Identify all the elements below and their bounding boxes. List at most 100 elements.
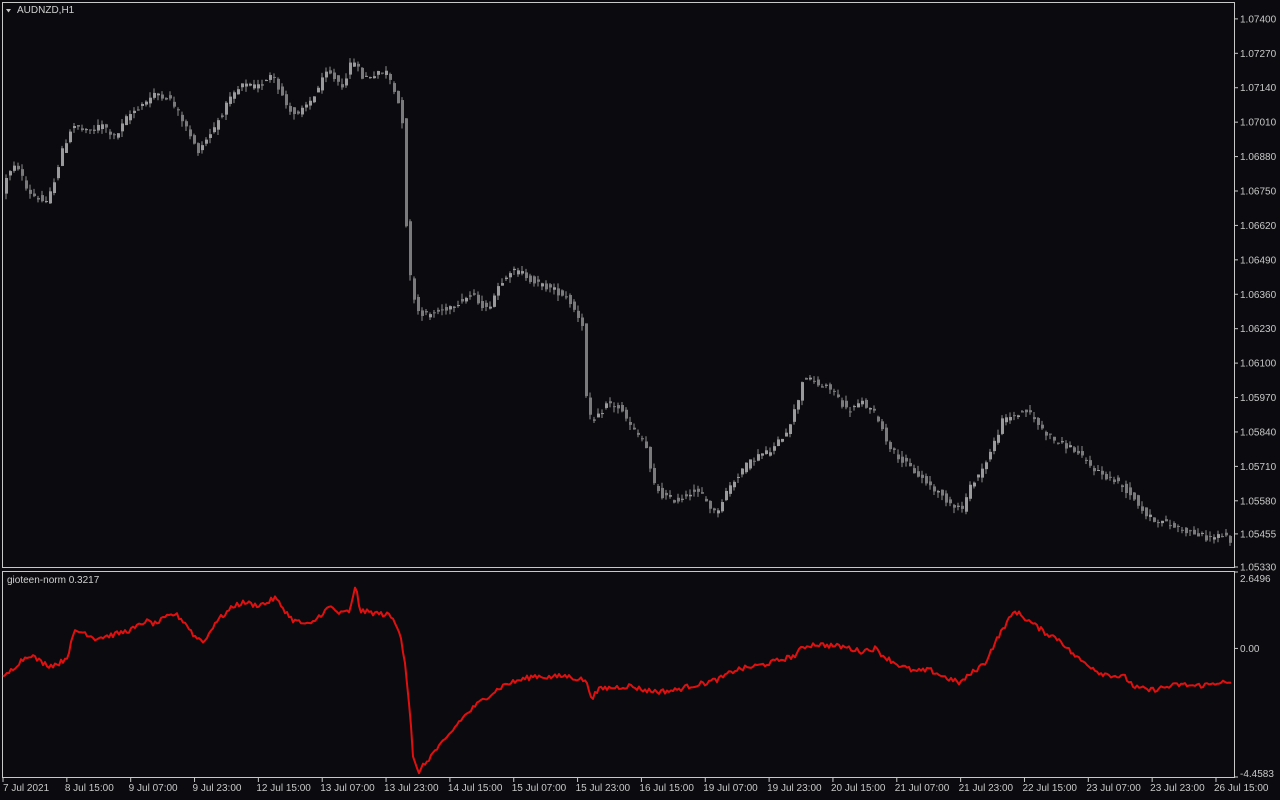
candle-body [1185, 527, 1188, 534]
price-tick-label: 1.05710 [1240, 462, 1277, 473]
candle-body [837, 394, 840, 397]
candle-body [777, 439, 780, 447]
candle-body [925, 476, 928, 484]
candle-body [821, 386, 824, 388]
candle-body [877, 416, 880, 422]
candle-body [881, 421, 884, 430]
candle-body [457, 305, 460, 307]
candle-body [657, 485, 660, 491]
candle-body [477, 294, 480, 304]
candle-body [17, 165, 20, 170]
candle-body [393, 83, 396, 92]
candle-body [729, 485, 732, 494]
candle-body [405, 118, 408, 227]
candle-body [1209, 536, 1212, 538]
candle-body [377, 71, 380, 75]
price-tick-label: 1.06360 [1240, 290, 1277, 301]
candle-body [1081, 451, 1084, 456]
candle-body [1005, 417, 1008, 423]
candle-body [973, 482, 976, 487]
candle-body [613, 406, 616, 408]
indicator-axis: 2.6496 0.00 -4.4583 [1234, 571, 1274, 780]
candle-body [325, 71, 328, 78]
candle-body [1145, 507, 1148, 517]
candle-body [41, 195, 44, 202]
candle-body [197, 143, 200, 154]
candle-body [357, 63, 360, 67]
candle-body [633, 427, 636, 430]
price-pane[interactable]: 1.07400 1.07270 1.07140 1.07010 1.06880 1.067… [2, 2, 1277, 574]
candle-body [413, 278, 416, 300]
price-tick-label: 1.06750 [1240, 187, 1277, 198]
candle-body [825, 384, 828, 386]
candle-body [53, 182, 56, 194]
candle-body [781, 438, 784, 442]
candle-body [961, 505, 964, 509]
indicator-pane[interactable]: 2.6496 0.00 -4.4583 gioteen-norm 0.3217 [2, 571, 1275, 781]
candle-body [149, 97, 152, 104]
candle-body [797, 400, 800, 410]
candle-body [537, 279, 540, 282]
candle-body [5, 177, 8, 194]
candle-body [593, 419, 596, 421]
time-tick-label: 21 Jul 23:00 [959, 783, 1014, 794]
candle-body [485, 302, 488, 307]
candle-body [733, 481, 736, 488]
candle-body [381, 72, 384, 74]
candle-body [769, 452, 772, 456]
candle-body [721, 502, 724, 512]
symbol-label: AUDNZD,H1 [17, 5, 75, 16]
candle-body [29, 189, 32, 194]
candle-body [301, 107, 304, 115]
candle-body [277, 78, 280, 90]
candle-body [1029, 410, 1032, 413]
candle-body [993, 440, 996, 452]
indicator-label: gioteen-norm 0.3217 [7, 575, 100, 586]
candle-body [585, 323, 588, 397]
time-axis: 7 Jul 2021 8 Jul 15:00 9 Jul 07:00 9 Jul 23… [2, 778, 1269, 794]
candle-body [801, 382, 804, 401]
candle-body [525, 272, 528, 279]
candle-body [509, 273, 512, 278]
candle-body [713, 508, 716, 511]
candle-body [305, 104, 308, 108]
candle-body [661, 487, 664, 499]
candle-body [577, 310, 580, 318]
candle-body [33, 193, 36, 197]
candle-body [201, 145, 204, 151]
candle-body [173, 101, 176, 107]
candle-body [125, 116, 128, 126]
candle-body [81, 128, 84, 131]
candle-body [1197, 533, 1200, 537]
price-axis: 1.07400 1.07270 1.07140 1.07010 1.06880 1.067… [1234, 14, 1277, 574]
candle-body [625, 409, 628, 419]
candle-body [529, 275, 532, 282]
candle-body [441, 309, 444, 311]
price-pane-frame [2, 2, 1235, 568]
candle-body [213, 127, 216, 133]
candle-body [965, 497, 968, 512]
candle-body [465, 297, 468, 302]
candle-body [805, 377, 808, 380]
candle-body [61, 148, 64, 166]
candle-body [157, 93, 160, 96]
candle-body [481, 301, 484, 309]
dropdown-triangle-icon[interactable] [6, 9, 11, 13]
candle-body [233, 92, 236, 99]
candle-body [1097, 469, 1100, 471]
candle-body [605, 403, 608, 408]
candle-body [1113, 479, 1116, 483]
candle-body [681, 498, 684, 500]
candle-body [1013, 415, 1016, 417]
candle-body [117, 133, 120, 138]
candle-body [1033, 417, 1036, 420]
candle-body [1149, 514, 1152, 517]
time-tick-label: 20 Jul 15:00 [831, 783, 886, 794]
candle-body [957, 505, 960, 507]
candle-body [409, 221, 412, 276]
candle-body [701, 492, 704, 494]
candle-body [985, 462, 988, 470]
candle-body [649, 446, 652, 469]
